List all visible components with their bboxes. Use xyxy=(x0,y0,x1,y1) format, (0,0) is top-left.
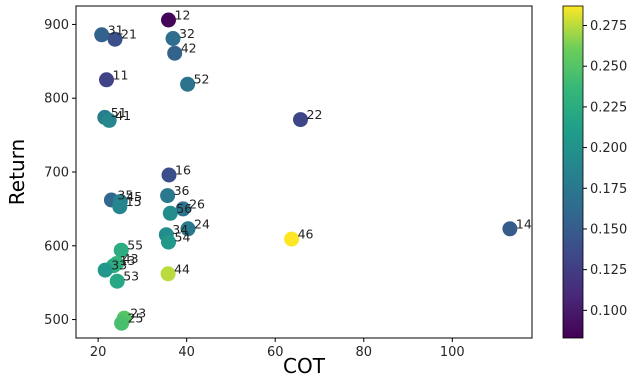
data-point xyxy=(97,262,113,278)
x-tick-label: 100 xyxy=(440,345,465,360)
point-label: 35 xyxy=(117,188,133,203)
data-point xyxy=(112,199,128,215)
x-axis-title: COT xyxy=(283,354,326,378)
plot-area xyxy=(76,6,532,338)
y-tick-label: 800 xyxy=(44,92,69,107)
y-axis-ticks: 500 600 700 800 900 xyxy=(44,18,76,328)
data-point xyxy=(161,12,176,28)
data-point xyxy=(114,315,130,331)
data-point xyxy=(109,273,125,289)
point-label: 12 xyxy=(175,8,191,23)
x-tick-label: 20 xyxy=(90,345,107,360)
data-point xyxy=(180,76,196,92)
point-label: 22 xyxy=(307,107,323,122)
data-points xyxy=(94,12,518,331)
data-point xyxy=(167,45,183,61)
point-label: 14 xyxy=(516,216,532,231)
colorbar-tick-label: 0.250 xyxy=(590,60,627,75)
colorbar-tick-label: 0.200 xyxy=(590,141,627,156)
point-label: 36 xyxy=(174,183,190,198)
x-axis-ticks: 20 40 60 80 100 xyxy=(90,338,465,360)
point-label: 46 xyxy=(298,227,314,242)
point-label: 24 xyxy=(194,216,210,231)
point-label: 54 xyxy=(175,230,191,245)
point-label: 45 xyxy=(126,189,142,204)
colorbar-tick-label: 0.175 xyxy=(590,182,627,197)
colorbar-tick-label: 0.225 xyxy=(590,100,627,115)
data-point xyxy=(113,242,129,258)
point-label: 25 xyxy=(128,311,144,326)
data-point xyxy=(161,234,176,250)
x-tick-label: 80 xyxy=(355,345,372,360)
colorbar-ticks: 0.100 0.125 0.150 0.175 0.200 0.225 0.250 0.275 xyxy=(583,19,627,319)
colorbar-tick-label: 0.275 xyxy=(590,19,627,34)
data-point xyxy=(107,31,123,47)
data-point xyxy=(162,205,178,221)
colorbar-tick-label: 0.150 xyxy=(590,222,627,237)
colorbar xyxy=(562,5,584,339)
point-label: 55 xyxy=(127,238,143,253)
point-label: 33 xyxy=(111,258,127,273)
colorbar-tick-label: 0.100 xyxy=(590,304,627,319)
data-point xyxy=(94,27,110,43)
colorbar-tick-label: 0.125 xyxy=(590,263,627,278)
data-point xyxy=(160,266,176,282)
point-label: 16 xyxy=(175,163,191,178)
point-label: 13 xyxy=(120,253,136,268)
point-label: 21 xyxy=(121,27,137,42)
y-tick-label: 500 xyxy=(44,313,69,328)
point-label: 26 xyxy=(189,196,205,211)
point-label: 44 xyxy=(174,261,190,276)
data-point xyxy=(99,72,114,88)
data-point xyxy=(502,221,518,237)
x-tick-label: 60 xyxy=(267,345,284,360)
data-point xyxy=(293,112,308,128)
data-point xyxy=(161,167,177,183)
y-axis-title: Return xyxy=(5,139,29,205)
y-tick-label: 600 xyxy=(44,239,69,254)
point-label: 15 xyxy=(126,194,142,209)
data-point xyxy=(175,201,191,217)
point-label: 23 xyxy=(130,306,146,321)
x-tick-label: 40 xyxy=(178,345,195,360)
point-label: 56 xyxy=(176,201,192,216)
point-label: 32 xyxy=(179,26,195,41)
data-point xyxy=(165,31,181,46)
point-label: 52 xyxy=(194,72,210,87)
point-label: 34 xyxy=(172,222,188,237)
y-tick-label: 900 xyxy=(44,18,69,33)
point-label: 11 xyxy=(113,67,129,82)
data-point xyxy=(284,231,300,247)
point-label: 53 xyxy=(123,269,139,284)
data-point xyxy=(180,221,196,237)
y-tick-label: 700 xyxy=(44,166,69,181)
data-point xyxy=(160,188,176,204)
point-label: 51 xyxy=(111,105,127,120)
data-point xyxy=(101,112,117,128)
point-label: 42 xyxy=(181,41,197,56)
point-label: 43 xyxy=(123,251,139,266)
point-label: 41 xyxy=(115,108,131,123)
point-label: 31 xyxy=(108,22,124,37)
